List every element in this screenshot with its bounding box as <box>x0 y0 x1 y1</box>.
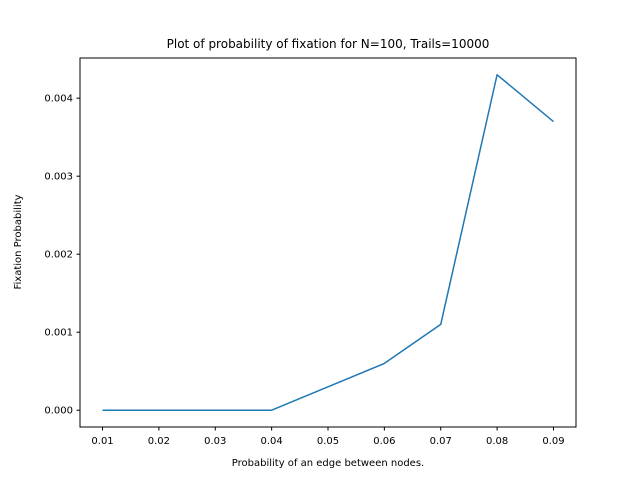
x-tick-label: 0.09 <box>542 436 564 447</box>
x-tick-label: 0.02 <box>148 436 170 447</box>
x-tick-label: 0.05 <box>317 436 339 447</box>
y-tick-label: 0.001 <box>44 328 73 339</box>
y-axis-label: Fixation Probability <box>13 194 24 289</box>
y-tick-label: 0.004 <box>44 94 73 105</box>
series-line <box>102 74 554 411</box>
x-tick-label: 0.03 <box>204 436 226 447</box>
y-tick-label: 0.003 <box>44 172 73 183</box>
chart-title: Plot of probability of fixation for N=10… <box>167 37 490 51</box>
x-tick-label: 0.06 <box>373 436 395 447</box>
y-axis: 0.000 0.001 0.002 0.003 0.004 <box>44 94 80 417</box>
y-tick-label: 0.002 <box>44 250 73 261</box>
x-tick-label: 0.08 <box>486 436 508 447</box>
plot-area <box>102 74 554 411</box>
x-tick-label: 0.04 <box>261 436 283 447</box>
y-tick-label: 0.000 <box>44 406 73 417</box>
x-axis: 0.01 0.02 0.03 0.04 0.05 0.06 0.07 0.08 0.09 <box>91 427 565 447</box>
x-axis-label: Probability of an edge between nodes. <box>232 458 424 469</box>
axes-frame <box>79 57 577 428</box>
x-tick-label: 0.07 <box>430 436 452 447</box>
x-tick-label: 0.01 <box>91 436 113 447</box>
